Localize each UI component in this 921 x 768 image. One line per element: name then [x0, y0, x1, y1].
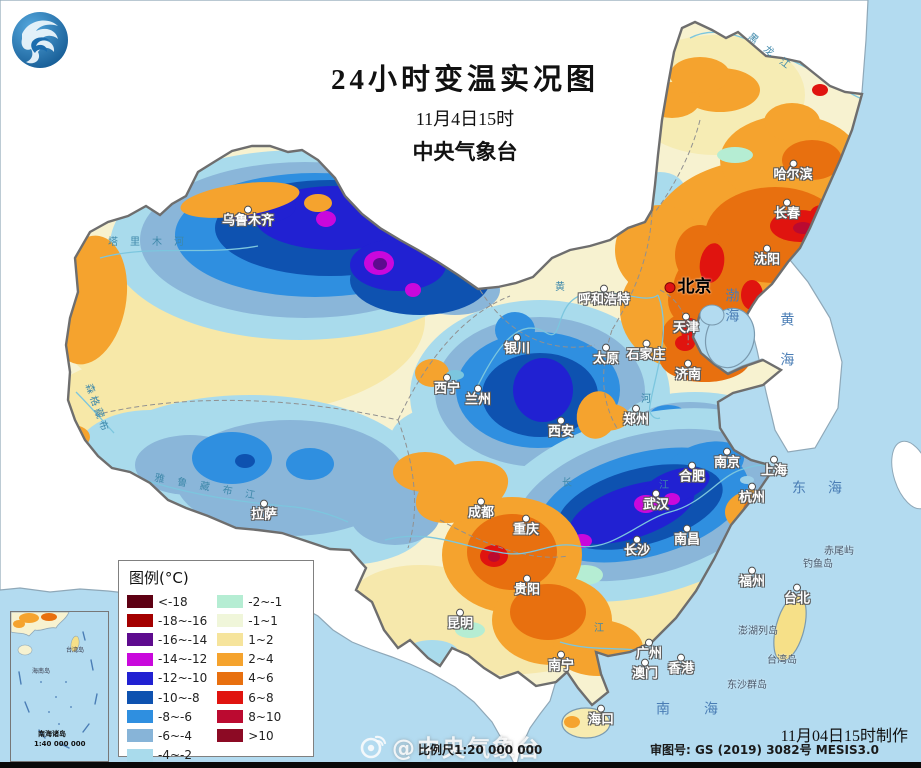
inset-name-label: 南海诸岛	[38, 730, 66, 738]
legend-color-swatch	[127, 729, 153, 743]
legend-item-label: >10	[248, 728, 274, 743]
legend-item: 8~10	[217, 707, 282, 726]
legend-color-swatch	[127, 652, 153, 666]
legend-item-label: <-18	[158, 594, 188, 609]
legend-item-label: -2~-1	[248, 594, 283, 609]
watermark-text: @中央气象台	[392, 736, 542, 762]
legend-item-label: -1~1	[248, 613, 278, 628]
legend-color-swatch	[127, 748, 153, 762]
legend-left-column: <-18 -18~-16 -16~-14 -14~-12 -12~-10 -10~-8 -8…	[127, 592, 207, 765]
map-agency: 中央气象台	[412, 140, 518, 164]
legend-item: -6~-4	[127, 726, 207, 745]
legend-color-swatch	[217, 633, 244, 647]
legend-color-swatch	[217, 729, 244, 743]
legend-item-label: -18~-16	[158, 613, 208, 628]
taiwan-island	[773, 594, 807, 662]
legend-item: -12~-10	[127, 669, 207, 688]
legend-color-swatch	[217, 691, 244, 705]
bohai-gulf	[699, 304, 756, 369]
legend-item: -14~-12	[127, 650, 207, 669]
legend-color-swatch	[127, 633, 153, 647]
map-title: 24小时变温实况图	[330, 64, 599, 96]
legend-item: -4~-2	[127, 746, 207, 765]
legend-item: -2~-1	[217, 592, 282, 611]
legend-columns: <-18 -18~-16 -16~-14 -14~-12 -12~-10 -10~-8 -8…	[127, 592, 305, 765]
inset-taiwan-label: 台湾岛	[66, 647, 85, 654]
temperature-bands	[66, 31, 862, 676]
hainan-island	[561, 707, 611, 739]
legend-box: 图例(°C) <-18 -18~-16 -16~-14 -14~-12 -12~-10-…	[118, 560, 314, 762]
legend-item: 2~4	[217, 650, 282, 669]
nine-dash-line	[18, 631, 98, 749]
legend-item-label: 2~4	[248, 652, 274, 667]
map-scale-text: 比例尺1:20 000 000	[418, 743, 543, 757]
legend-item: -16~-14	[127, 630, 207, 649]
map-datetime: 11月4日15时	[415, 109, 515, 129]
japan-island	[891, 440, 921, 510]
legend-item: 6~8	[217, 688, 282, 707]
legend-item: 1~2	[217, 630, 282, 649]
legend-item: -1~1	[217, 611, 282, 630]
legend-item-label: -12~-10	[158, 671, 208, 686]
cma-logo	[12, 12, 68, 68]
legend-item: 4~6	[217, 669, 282, 688]
inset-scale-label: 1:40 000 000	[34, 740, 86, 748]
legend-color-swatch	[127, 595, 153, 609]
legend-color-swatch	[127, 710, 153, 724]
south-china-sea-inset	[10, 611, 109, 762]
legend-color-swatch	[217, 671, 244, 685]
legend-color-swatch	[217, 595, 244, 609]
legend-item-label: 6~8	[248, 690, 274, 705]
legend-color-swatch	[217, 614, 244, 628]
legend-item-label: 4~6	[248, 671, 274, 686]
legend-item-label: 8~10	[248, 709, 282, 724]
legend-item-label: -6~-4	[158, 728, 192, 743]
province-borders	[94, 119, 701, 558]
inset-islands	[40, 681, 72, 725]
legend-color-swatch	[127, 691, 153, 705]
approval-number: 审图号: GS (2019) 3082号 MESIS3.0	[650, 743, 879, 757]
watermark: @中央气象台	[358, 729, 542, 763]
inset-hainan-label: 海南岛	[32, 668, 51, 675]
weibo-icon	[360, 735, 387, 759]
legend-color-swatch	[127, 671, 153, 685]
legend-item-label: -4~-2	[158, 748, 192, 763]
legend-item: -10~-8	[127, 688, 207, 707]
legend-item: >10	[217, 726, 282, 745]
legend-color-swatch	[217, 710, 244, 724]
bottom-bar	[0, 762, 921, 768]
made-at-text: 11月04日15时制作	[780, 728, 908, 745]
legend-item-label: 1~2	[248, 632, 274, 647]
legend-item-label: -14~-12	[158, 652, 208, 667]
legend-color-swatch	[217, 652, 244, 666]
legend-item-label: -8~-6	[158, 709, 192, 724]
legend-item: -8~-6	[127, 707, 207, 726]
legend-item-label: -10~-8	[158, 690, 200, 705]
legend-title: 图例(°C)	[129, 569, 189, 587]
legend-color-swatch	[127, 614, 153, 628]
legend-item: <-18	[127, 592, 207, 611]
legend-item: -18~-16	[127, 611, 207, 630]
title-block: 24小时变温实况图 11月4日15时 中央气象台	[275, 56, 655, 166]
legend-item-label: -16~-14	[158, 632, 208, 647]
inset-map	[10, 611, 108, 761]
legend-right-column: -2~-1 -1~1 1~2 2~4 4~6 6~8 8~10 >10	[217, 592, 282, 765]
